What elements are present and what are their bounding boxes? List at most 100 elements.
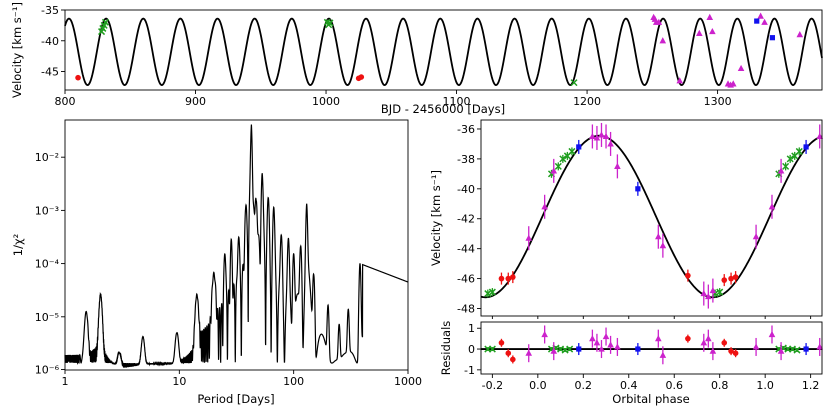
periodogram-x-tick-label: 10	[172, 375, 186, 388]
rv-x-axis-label: BJD - 2456000 [Days]	[381, 102, 505, 116]
residual-point-magenta	[705, 329, 712, 348]
rv-point-magenta	[706, 13, 714, 20]
phase-point-blue	[635, 181, 641, 196]
residuals-y-tick-label: 1	[468, 322, 475, 335]
phase-point-red	[498, 272, 505, 285]
phase-point-magenta	[589, 124, 596, 149]
residuals-x-axis-label: Orbital phase	[612, 392, 689, 406]
residual-point-magenta	[607, 335, 614, 354]
phase-y-tick-label: -46	[457, 273, 475, 286]
periodogram-y-tick-label: 10⁻⁵	[35, 311, 59, 324]
residuals-x-tick-label: 0.2	[575, 379, 593, 392]
residual-point-green	[566, 345, 574, 353]
rv-x-ticks: 800 900 1000 1100 1200 1300	[55, 90, 732, 108]
phase-y-tick-label: -48	[457, 303, 475, 316]
residual-point-magenta	[589, 329, 596, 348]
residual-point-magenta	[593, 333, 601, 352]
rv-model-curve-group	[64, 17, 823, 87]
phase-point-green	[484, 289, 492, 298]
phase-point-magenta	[602, 124, 610, 149]
rv-x-tick-label: 1300	[704, 95, 732, 108]
phase-point-red	[510, 271, 516, 284]
rv-point-magenta	[729, 80, 737, 87]
phase-point-green	[782, 162, 790, 171]
residual-point-blue	[635, 343, 641, 356]
residual-point-magenta	[659, 346, 667, 365]
periodogram-x-ticks: 1 10 100 1000	[62, 370, 422, 388]
phase-model-curve-group	[480, 134, 823, 299]
phase-point-red	[728, 272, 734, 285]
phase-y-axis-label: Velocity [km s⁻¹]	[429, 170, 443, 266]
residual-point-red	[510, 355, 516, 364]
phase-point-magenta	[541, 194, 548, 219]
rv-x-tick-label: 1200	[573, 95, 601, 108]
rv-x-tick-label: 900	[185, 95, 206, 108]
residual-point-red	[498, 338, 505, 347]
phase-point-green	[786, 154, 794, 163]
residual-point-green	[793, 346, 801, 354]
phase-point-green	[559, 154, 567, 163]
phase-point-magenta	[593, 125, 601, 150]
rv-point-magenta	[676, 77, 684, 84]
phase-y-tick-label: -44	[457, 243, 475, 256]
phase-point-magenta	[816, 124, 824, 149]
rv-x-tick-label: 800	[55, 95, 76, 108]
residuals-x-ticks: -0.2 0.0 0.2 0.4 0.6 0.8 1.0 1.2	[482, 374, 819, 392]
rv-point-blue	[754, 18, 760, 24]
rv-plot-frame	[64, 9, 823, 91]
phase-point-magenta	[550, 158, 558, 183]
phase-point-green	[795, 147, 803, 156]
phase-point-red	[505, 272, 512, 285]
rv-y-ticks: -35 -40 -45	[41, 4, 65, 79]
phase-y-tick-label: -42	[457, 213, 475, 226]
periodogram-y-tick-label: 10⁻³	[35, 204, 59, 217]
periodogram-y-ticks: 10⁻⁶ 10⁻⁵ 10⁻⁴ 10⁻³ 10⁻²	[35, 151, 65, 377]
phase-point-magenta	[525, 226, 533, 251]
residuals-x-tick-label: 0.0	[529, 379, 547, 392]
phase-point-magenta	[614, 154, 621, 179]
periodogram-x-tick-label: 1000	[394, 375, 422, 388]
residual-point-red	[685, 334, 691, 343]
phase-point-magenta	[777, 158, 785, 183]
rv-time-series-panel: 800 900 1000 1100 1200 1300 -35 -40 -45 BJD - 2…	[10, 2, 823, 116]
residual-point-magenta	[777, 342, 785, 361]
phase-point-red	[685, 269, 691, 282]
phase-model-curve	[480, 134, 823, 299]
periodogram-x-tick-label: 100	[283, 375, 304, 388]
rv-point-magenta	[796, 31, 804, 38]
rv-point-blue	[769, 35, 776, 41]
periodogram-curve-group	[64, 124, 409, 368]
residual-point-magenta	[816, 337, 824, 356]
rv-point-magenta	[709, 27, 716, 35]
residual-point-magenta	[768, 325, 776, 344]
rv-point-green	[101, 18, 109, 26]
phase-point-blue	[576, 139, 582, 154]
phase-point-green	[568, 147, 576, 156]
residual-point-red	[505, 349, 512, 358]
residuals-y-ticks: 1 0 -1	[464, 322, 481, 377]
phase-point-red	[721, 274, 728, 287]
residuals-y-axis-label: Residuals	[439, 321, 453, 376]
phase-point-magenta	[768, 194, 776, 219]
residual-point-green	[488, 345, 496, 353]
periodogram-panel: 1 10 100 1000 10⁻⁶ 10⁻⁵ 10⁻⁴ 10⁻³ 10⁻² Period […	[11, 119, 422, 406]
rv-point-magenta	[737, 64, 745, 72]
phase-point-magenta	[655, 224, 662, 249]
residual-point-magenta	[541, 325, 548, 344]
rv-point-magenta	[655, 18, 663, 25]
residual-point-red	[728, 347, 734, 356]
phase-point-green	[554, 162, 562, 171]
residual-points-group	[484, 325, 824, 365]
phase-folded-panel: -36 -38 -40 -42 -44 -46 -48 Velocity [km s⁻¹]	[429, 119, 824, 319]
rv-x-tick-label: 1000	[312, 95, 340, 108]
periodogram-y-tick-label: 10⁻⁴	[35, 258, 60, 271]
phase-point-magenta	[607, 131, 614, 156]
phase-point-magenta	[705, 284, 712, 309]
rv-point-green	[570, 79, 578, 87]
residual-point-magenta	[709, 342, 717, 361]
phase-x-ticks	[491, 316, 812, 319]
rv-y-tick-label: -40	[41, 35, 59, 48]
rv-point-magenta	[696, 29, 703, 36]
phase-point-red	[732, 271, 739, 284]
rv-model-curve	[64, 17, 823, 87]
